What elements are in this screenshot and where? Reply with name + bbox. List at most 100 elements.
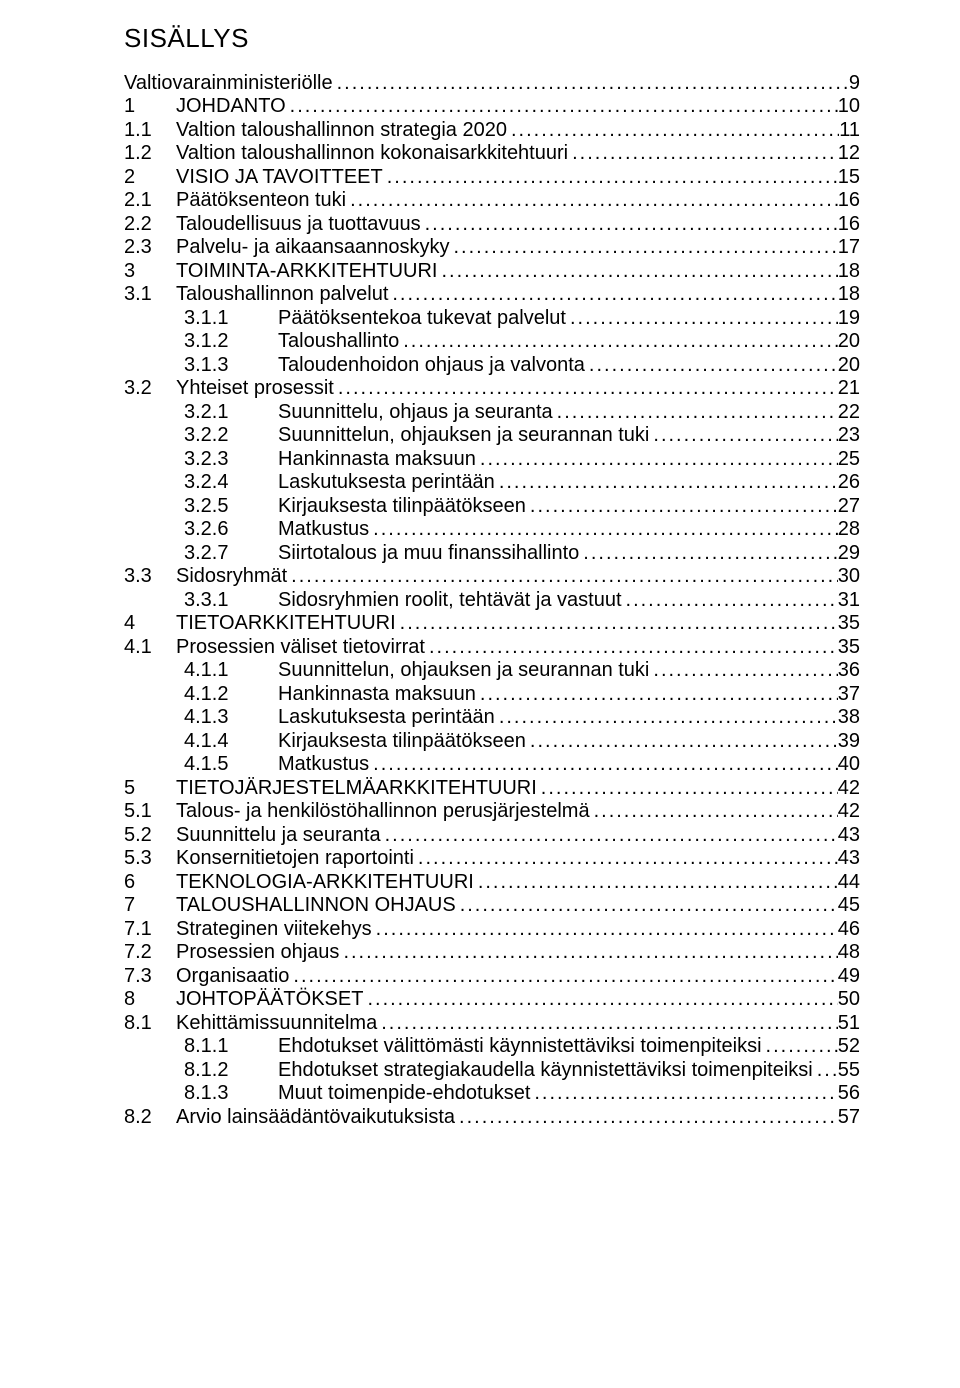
- toc-entry-number: 2.1: [124, 189, 176, 212]
- toc-leader-dots: ........................................…: [813, 1059, 838, 1082]
- toc-leader-dots: ........................................…: [568, 142, 838, 165]
- toc-entry-number: 2.2: [124, 213, 176, 236]
- toc-leader-dots: ........................................…: [388, 283, 837, 306]
- toc-entry-title: Ehdotukset välittömästi käynnistettäviks…: [278, 1035, 762, 1058]
- toc-leader-dots: ........................................…: [455, 1106, 838, 1129]
- toc-leader-dots: ........................................…: [372, 918, 838, 941]
- toc-entry-page: 44: [838, 871, 860, 894]
- toc-leader-dots: ........................................…: [495, 706, 838, 729]
- toc-entry-title: VISIO JA TAVOITTEET: [176, 166, 383, 189]
- toc-leader-dots: ........................................…: [287, 565, 838, 588]
- toc-entry-title: Konsernitietojen raportointi: [176, 847, 414, 870]
- toc-entry-page: 39: [838, 730, 860, 753]
- toc-entry: 7.3Organisaatio.........................…: [124, 965, 860, 988]
- toc-entry-page: 37: [838, 683, 860, 706]
- toc-entry-number: 4.1.4: [184, 730, 278, 753]
- toc-entry-title: Siirtotalous ja muu finanssihallinto: [278, 542, 579, 565]
- toc-entry: 4TIETOARKKITEHTUURI.....................…: [124, 612, 860, 635]
- toc-entry-title: Matkustus: [278, 518, 369, 541]
- toc-entry-title: Suunnittelun, ohjauksen ja seurannan tuk…: [278, 424, 649, 447]
- toc-entry-number: 5: [124, 777, 176, 800]
- toc-entry-number: 8.1.1: [184, 1035, 278, 1058]
- toc-entry-title: JOHTOPÄÄTÖKSET: [176, 988, 363, 1011]
- toc-entry-number: 3.1: [124, 283, 176, 306]
- toc-leader-dots: ........................................…: [346, 189, 838, 212]
- toc-entry-title: Talous- ja henkilöstöhallinnon perusjärj…: [176, 800, 590, 823]
- toc-leader-dots: ........................................…: [585, 354, 838, 377]
- toc-entry-page: 23: [838, 424, 860, 447]
- toc-entry-title: Yhteiset prosessit: [176, 377, 334, 400]
- toc-entry-title: Arvio lainsäädäntövaikutuksista: [176, 1106, 455, 1129]
- toc-entry: 3.1.2Taloushallinto.....................…: [124, 330, 860, 353]
- toc-entry: 3.2.3Hankinnasta maksuun................…: [124, 448, 860, 471]
- toc-entry: 2.3Palvelu- ja aikaansaannoskyky........…: [124, 236, 860, 259]
- toc-entry-number: 1: [124, 95, 176, 118]
- toc-entry: 5.2Suunnittelu ja seuranta..............…: [124, 824, 860, 847]
- toc-entry-page: 31: [838, 589, 860, 612]
- toc-leader-dots: ........................................…: [425, 636, 838, 659]
- toc-entry-title: Suunnittelun, ohjauksen ja seurannan tuk…: [278, 659, 649, 682]
- toc-leader-dots: ........................................…: [553, 401, 838, 424]
- toc-entry-title: Laskutuksesta perintään: [278, 706, 495, 729]
- toc-entry-number: 7: [124, 894, 176, 917]
- toc-leader-dots: ........................................…: [507, 119, 839, 142]
- toc-entry-page: 50: [838, 988, 860, 1011]
- toc-entry-number: 1.1: [124, 119, 176, 142]
- toc-entry-number: 6: [124, 871, 176, 894]
- toc-leader-dots: ........................................…: [383, 166, 838, 189]
- toc-entry-title: Prosessien väliset tietovirrat: [176, 636, 425, 659]
- toc-entry-number: 3: [124, 260, 176, 283]
- toc-entry-page: 55: [838, 1059, 860, 1082]
- toc-leader-dots: ........................................…: [537, 777, 838, 800]
- toc-entry: 4.1.1Suunnittelun, ohjauksen ja seuranna…: [124, 659, 860, 682]
- toc-leader-dots: ........................................…: [526, 730, 838, 753]
- toc-entry: 8.1Kehittämissuunnitelma................…: [124, 1012, 860, 1035]
- toc-entry: 1.2Valtion taloushallinnon kokonaisarkki…: [124, 142, 860, 165]
- toc-entry-number: 3.2.2: [184, 424, 278, 447]
- toc-entry-title: TIETOARKKITEHTUURI: [176, 612, 396, 635]
- toc-entry: 3.1.1Päätöksentekoa tukevat palvelut....…: [124, 307, 860, 330]
- toc-entry-number: 5.1: [124, 800, 176, 823]
- toc-leader-dots: ........................................…: [530, 1082, 837, 1105]
- toc-leader-dots: ........................................…: [339, 941, 837, 964]
- toc-entry: 7TALOUSHALLINNON OHJAUS.................…: [124, 894, 860, 917]
- toc-entry-number: 3.1.3: [184, 354, 278, 377]
- toc-entry-number: 5.3: [124, 847, 176, 870]
- toc-entry-page: 30: [838, 565, 860, 588]
- toc-entry: 4.1.5Matkustus..........................…: [124, 753, 860, 776]
- toc-leader-dots: ........................................…: [476, 683, 838, 706]
- toc-entry-number: 8.1.3: [184, 1082, 278, 1105]
- toc-leader-dots: ........................................…: [399, 330, 838, 353]
- toc-entry-title: JOHDANTO: [176, 95, 286, 118]
- toc-entry: 3.1Taloushallinnon palvelut.............…: [124, 283, 860, 306]
- toc-entry-number: 7.1: [124, 918, 176, 941]
- toc-entry: 3.2.2Suunnittelun, ohjauksen ja seuranna…: [124, 424, 860, 447]
- toc-entry-title: Hankinnasta maksuun: [278, 683, 476, 706]
- toc-leader-dots: ........................................…: [437, 260, 837, 283]
- toc-entry-title: Kehittämissuunnitelma: [176, 1012, 377, 1035]
- toc-entry-number: 8: [124, 988, 176, 1011]
- toc-entry: 4.1.3Laskutuksesta perintään............…: [124, 706, 860, 729]
- toc-entry-title: TALOUSHALLINNON OHJAUS: [176, 894, 456, 917]
- toc-entry-title: Prosessien ohjaus: [176, 941, 339, 964]
- toc-entry-page: 22: [838, 401, 860, 424]
- toc-leader-dots: ........................................…: [622, 589, 838, 612]
- toc-entry-page: 28: [838, 518, 860, 541]
- toc-entry-number: 3.3.1: [184, 589, 278, 612]
- toc-leader-dots: ........................................…: [363, 988, 837, 1011]
- toc-entry-page: 43: [838, 847, 860, 870]
- toc-body: Valtiovarainministeriölle...............…: [124, 72, 860, 1129]
- toc-leader-dots: ........................................…: [456, 894, 838, 917]
- toc-entry-page: 16: [838, 189, 860, 212]
- toc-title: SISÄLLYS: [124, 24, 860, 54]
- toc-entry-number: 4.1: [124, 636, 176, 659]
- toc-entry: 8.2Arvio lainsäädäntövaikutuksista......…: [124, 1106, 860, 1129]
- toc-leader-dots: ........................................…: [286, 95, 838, 118]
- toc-entry-number: 7.3: [124, 965, 176, 988]
- toc-entry-title: TEKNOLOGIA-ARKKITEHTUURI: [176, 871, 474, 894]
- toc-entry-page: 16: [838, 213, 860, 236]
- toc-entry-page: 45: [838, 894, 860, 917]
- toc-leader-dots: ........................................…: [421, 213, 838, 236]
- toc-entry-title: Sidosryhmien roolit, tehtävät ja vastuut: [278, 589, 622, 612]
- toc-entry: 4.1Prosessien väliset tietovirrat.......…: [124, 636, 860, 659]
